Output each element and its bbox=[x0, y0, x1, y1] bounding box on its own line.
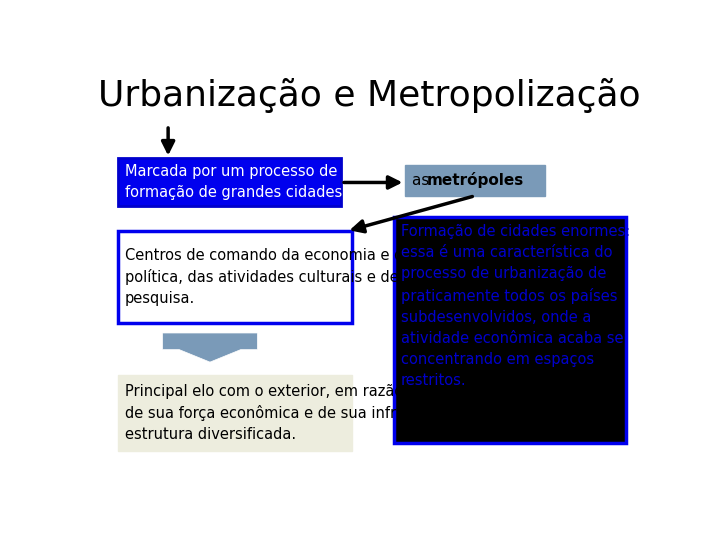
Text: as: as bbox=[412, 173, 434, 188]
Text: Marcada por um processo de
formação de grandes cidades:: Marcada por um processo de formação de g… bbox=[125, 164, 347, 200]
Bar bbox=[118, 231, 352, 322]
Text: Formação de cidades enormes:
essa é uma característica do
processo de urbanizaçã: Formação de cidades enormes: essa é uma … bbox=[401, 224, 630, 388]
Bar bbox=[394, 217, 626, 443]
Text: Urbanização e Metropolização: Urbanização e Metropolização bbox=[98, 78, 640, 113]
Text: Centros de comando da economia e da
política, das atividades culturais e de
pesq: Centros de comando da economia e da polí… bbox=[125, 248, 412, 306]
Bar bbox=[405, 165, 545, 196]
Polygon shape bbox=[163, 333, 258, 362]
Text: Principal elo com o exterior, em razão
de sua força econômica e de sua infra-
es: Principal elo com o exterior, em razão d… bbox=[125, 384, 410, 442]
Bar bbox=[118, 158, 341, 206]
Text: metrópoles: metrópoles bbox=[427, 172, 524, 188]
Bar bbox=[118, 375, 352, 451]
